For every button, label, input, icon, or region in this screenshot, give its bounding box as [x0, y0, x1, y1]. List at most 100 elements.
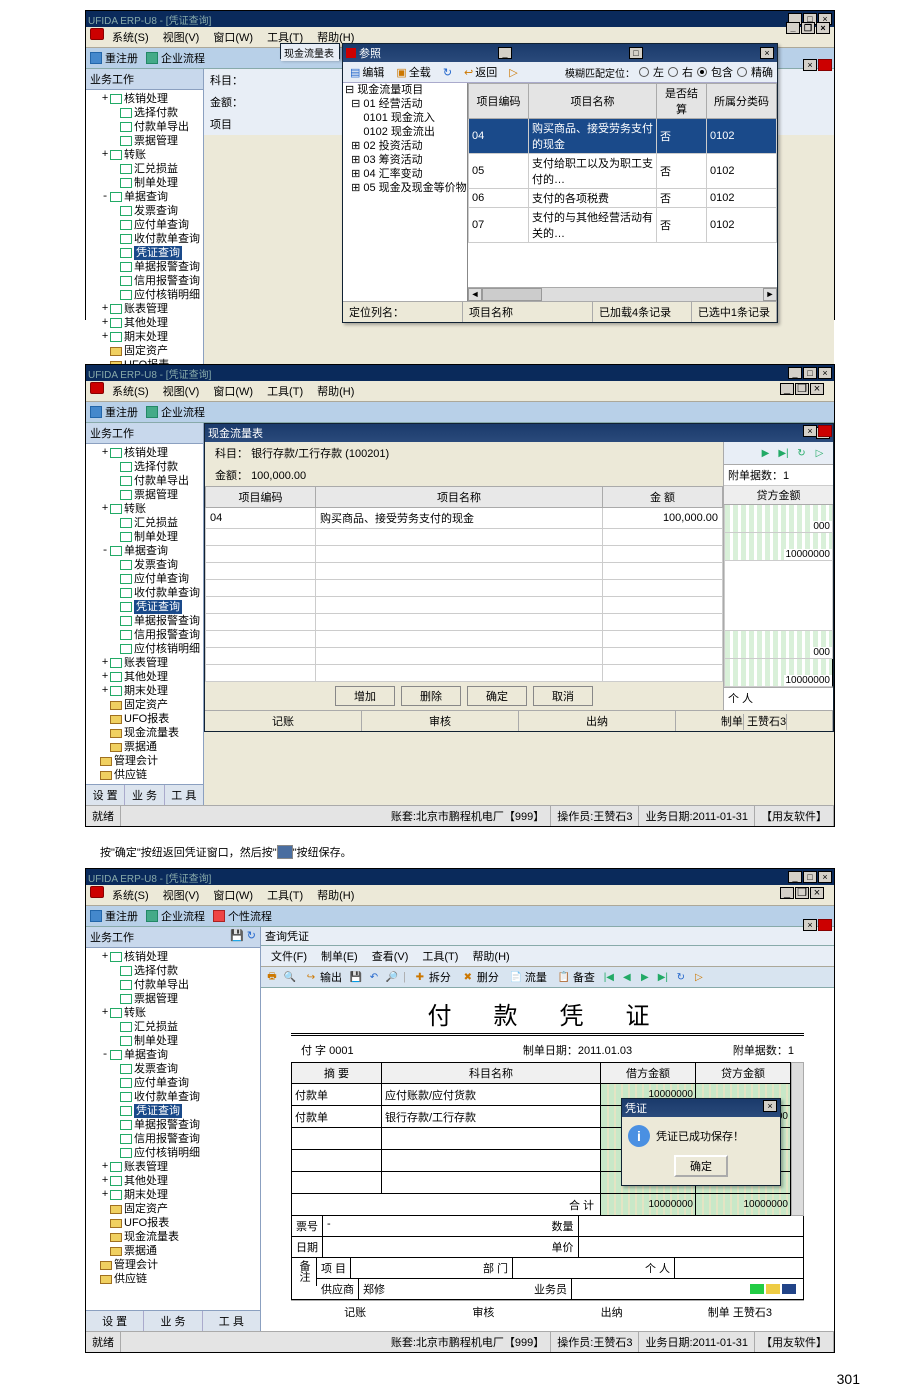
ref-close[interactable]: × — [760, 47, 774, 59]
inner-close[interactable]: × — [803, 59, 832, 71]
tree-node[interactable]: -单据查询 — [86, 544, 203, 558]
tree-node[interactable]: +期末处理 — [86, 1188, 260, 1202]
tree-node[interactable]: 管理会计 — [86, 754, 203, 768]
tree-node[interactable]: 票据管理 — [86, 992, 260, 1006]
table-row[interactable]: 04购买商品、接受劳务支付的现金否0102 — [469, 119, 777, 154]
tree-node[interactable]: 汇兑损益 — [86, 1020, 260, 1034]
first-icon[interactable]: |◀ — [602, 970, 616, 984]
save-icon[interactable]: 💾 — [230, 929, 244, 945]
ref-hscroll[interactable]: ◄► — [468, 287, 777, 301]
s3-tree[interactable]: +核销处理选择付款付款单导出票据管理+转账汇兑损益制单处理-单据查询发票查询应付… — [86, 948, 260, 1310]
ref-help[interactable]: ▷ — [506, 66, 520, 79]
ref-min[interactable]: _ — [498, 47, 512, 59]
tree-node[interactable]: 信用报警查询 — [86, 628, 203, 642]
tree-node[interactable]: 单据报警查询 — [86, 614, 203, 628]
table-row[interactable]: 06支付的各项税费否0102 — [469, 189, 777, 208]
mdi-ctrl[interactable]: _❐× — [786, 22, 830, 34]
s2-outer-ctrl[interactable]: _□× — [788, 367, 832, 379]
tree-node[interactable]: -单据查询 — [86, 190, 203, 204]
voucher-vscroll[interactable] — [791, 1062, 804, 1216]
tree-node[interactable]: 选择付款 — [86, 964, 260, 978]
split-btn[interactable]: ✚拆分 — [410, 969, 454, 985]
tree-node[interactable]: 票据通 — [86, 1244, 260, 1258]
prev-icon[interactable]: ◀ — [620, 970, 634, 984]
tree-node[interactable]: 收付款单查询 — [86, 586, 203, 600]
ref-grid[interactable]: 项目编码 项目名称 是否结算 所属分类码 04购买商品、接受劳务支付的现金否01… — [468, 83, 777, 301]
tree-node[interactable]: 管理会计 — [86, 1258, 260, 1272]
tree-node[interactable]: 现金流量表 — [86, 726, 203, 740]
tree-node[interactable]: UFO报表 — [86, 712, 203, 726]
radio-exact[interactable] — [737, 67, 747, 77]
tree-node[interactable]: 付款单导出 — [86, 978, 260, 992]
ref-refresh[interactable]: ↻ — [440, 66, 455, 79]
tree-node[interactable]: +转账 — [86, 148, 203, 162]
dlg-close[interactable]: × — [763, 1100, 777, 1112]
menu-window[interactable]: 窗口(W) — [207, 28, 259, 46]
output-btn[interactable]: ↪输出 — [301, 969, 345, 985]
undo-icon[interactable]: ↶ — [367, 970, 381, 984]
delsplit-btn[interactable]: ✖删分 — [458, 969, 502, 985]
tree-node[interactable]: +核销处理 — [86, 950, 260, 964]
find-icon[interactable]: 🔎 — [385, 970, 399, 984]
tree-node[interactable]: 汇兑损益 — [86, 162, 203, 176]
radio-left[interactable] — [639, 67, 649, 77]
tree-node[interactable]: 发票查询 — [86, 558, 203, 572]
refresh-icon[interactable]: ↻ — [674, 970, 688, 984]
tree-node[interactable]: 发票查询 — [86, 1062, 260, 1076]
tree-node[interactable]: 信用报警查询 — [86, 274, 203, 288]
tree-node[interactable]: 付款单导出 — [86, 474, 203, 488]
s2-menubar[interactable]: 系统(S) 视图(V) 窗口(W) 工具(T) 帮助(H) _❐× — [86, 381, 834, 402]
tree-node[interactable]: +核销处理 — [86, 446, 203, 460]
tree-node[interactable]: 票据管理 — [86, 134, 203, 148]
ok-button[interactable]: 确定 — [467, 686, 527, 706]
preview-icon[interactable]: 🔍 — [283, 970, 297, 984]
tree-node[interactable]: 票据通 — [86, 740, 203, 754]
s2-tree[interactable]: +核销处理选择付款付款单导出票据管理+转账汇兑损益制单处理-单据查询发票查询应付… — [86, 444, 203, 784]
last-icon[interactable]: ▶| — [656, 970, 670, 984]
hb-rereg[interactable]: 重注册 — [90, 50, 138, 66]
tree-node[interactable]: 汇兑损益 — [86, 516, 203, 530]
tree-node[interactable]: +其他处理 — [86, 670, 203, 684]
tree-node[interactable]: 凭证查询 — [86, 1104, 260, 1118]
tree-node[interactable]: 收付款单查询 — [86, 1090, 260, 1104]
tree-node[interactable]: +核销处理 — [86, 92, 203, 106]
table-row[interactable]: 05支付给职工以及为职工支付的…否0102 — [469, 154, 777, 189]
refresh-icon[interactable]: ↻ — [247, 929, 256, 945]
tree-node[interactable]: 凭证查询 — [86, 246, 203, 260]
check-btn[interactable]: 📋备查 — [554, 969, 598, 985]
ref-all[interactable]: ▣全载 — [393, 64, 433, 80]
table-row[interactable]: 04 购买商品、接受劳务支付的现金 100,000.00 — [206, 508, 723, 529]
tree-node[interactable]: 应付核销明细 — [86, 1146, 260, 1160]
tree-node[interactable]: 现金流量表 — [86, 1230, 260, 1244]
tree-node[interactable]: 选择付款 — [86, 106, 203, 120]
ref-edit[interactable]: ▤编辑 — [347, 64, 387, 80]
inner-menu[interactable]: 文件(F) 制单(E) 查看(V) 工具(T) 帮助(H) — [261, 946, 834, 967]
ref-max[interactable]: □ — [629, 47, 643, 59]
tree-node[interactable]: 信用报警查询 — [86, 1132, 260, 1146]
next-icon[interactable]: ▶ — [638, 970, 652, 984]
tree-node[interactable]: 供应链 — [86, 768, 203, 782]
tree-node[interactable]: -单据查询 — [86, 1048, 260, 1062]
tree-node[interactable]: 固定资产 — [86, 698, 203, 712]
tree-node[interactable]: 单据报警查询 — [86, 260, 203, 274]
ref-back[interactable]: ↩返回 — [461, 64, 500, 80]
tree-node[interactable]: 凭证查询 — [86, 600, 203, 614]
tree-node[interactable]: +期末处理 — [86, 330, 203, 344]
s3-menubar[interactable]: 系统(S) 视图(V) 窗口(W) 工具(T) 帮助(H) _❐× — [86, 885, 834, 906]
tree-node[interactable]: 应付单查询 — [86, 1076, 260, 1090]
tree-node[interactable]: 付款单导出 — [86, 120, 203, 134]
tree-node[interactable]: 供应链 — [86, 1272, 260, 1286]
tree-node[interactable]: 应付单查询 — [86, 218, 203, 232]
tree-node[interactable]: +账表管理 — [86, 302, 203, 316]
tree-node[interactable]: 固定资产 — [86, 344, 203, 358]
radio-contain[interactable] — [697, 67, 707, 77]
menu-view[interactable]: 视图(V) — [157, 28, 206, 46]
save-icon[interactable]: 💾 — [349, 970, 363, 984]
tree-node[interactable]: 票据管理 — [86, 488, 203, 502]
match-radios[interactable]: 模糊匹配定位： 左 右 包含 精确 — [565, 64, 773, 80]
nav-buttons[interactable]: ▶ ▶| ↻ ▷ — [724, 442, 833, 464]
tree-node[interactable]: 收付款单查询 — [86, 232, 203, 246]
radio-right[interactable] — [668, 67, 678, 77]
tree-node[interactable]: 应付核销明细 — [86, 288, 203, 302]
tree-node[interactable]: +转账 — [86, 1006, 260, 1020]
